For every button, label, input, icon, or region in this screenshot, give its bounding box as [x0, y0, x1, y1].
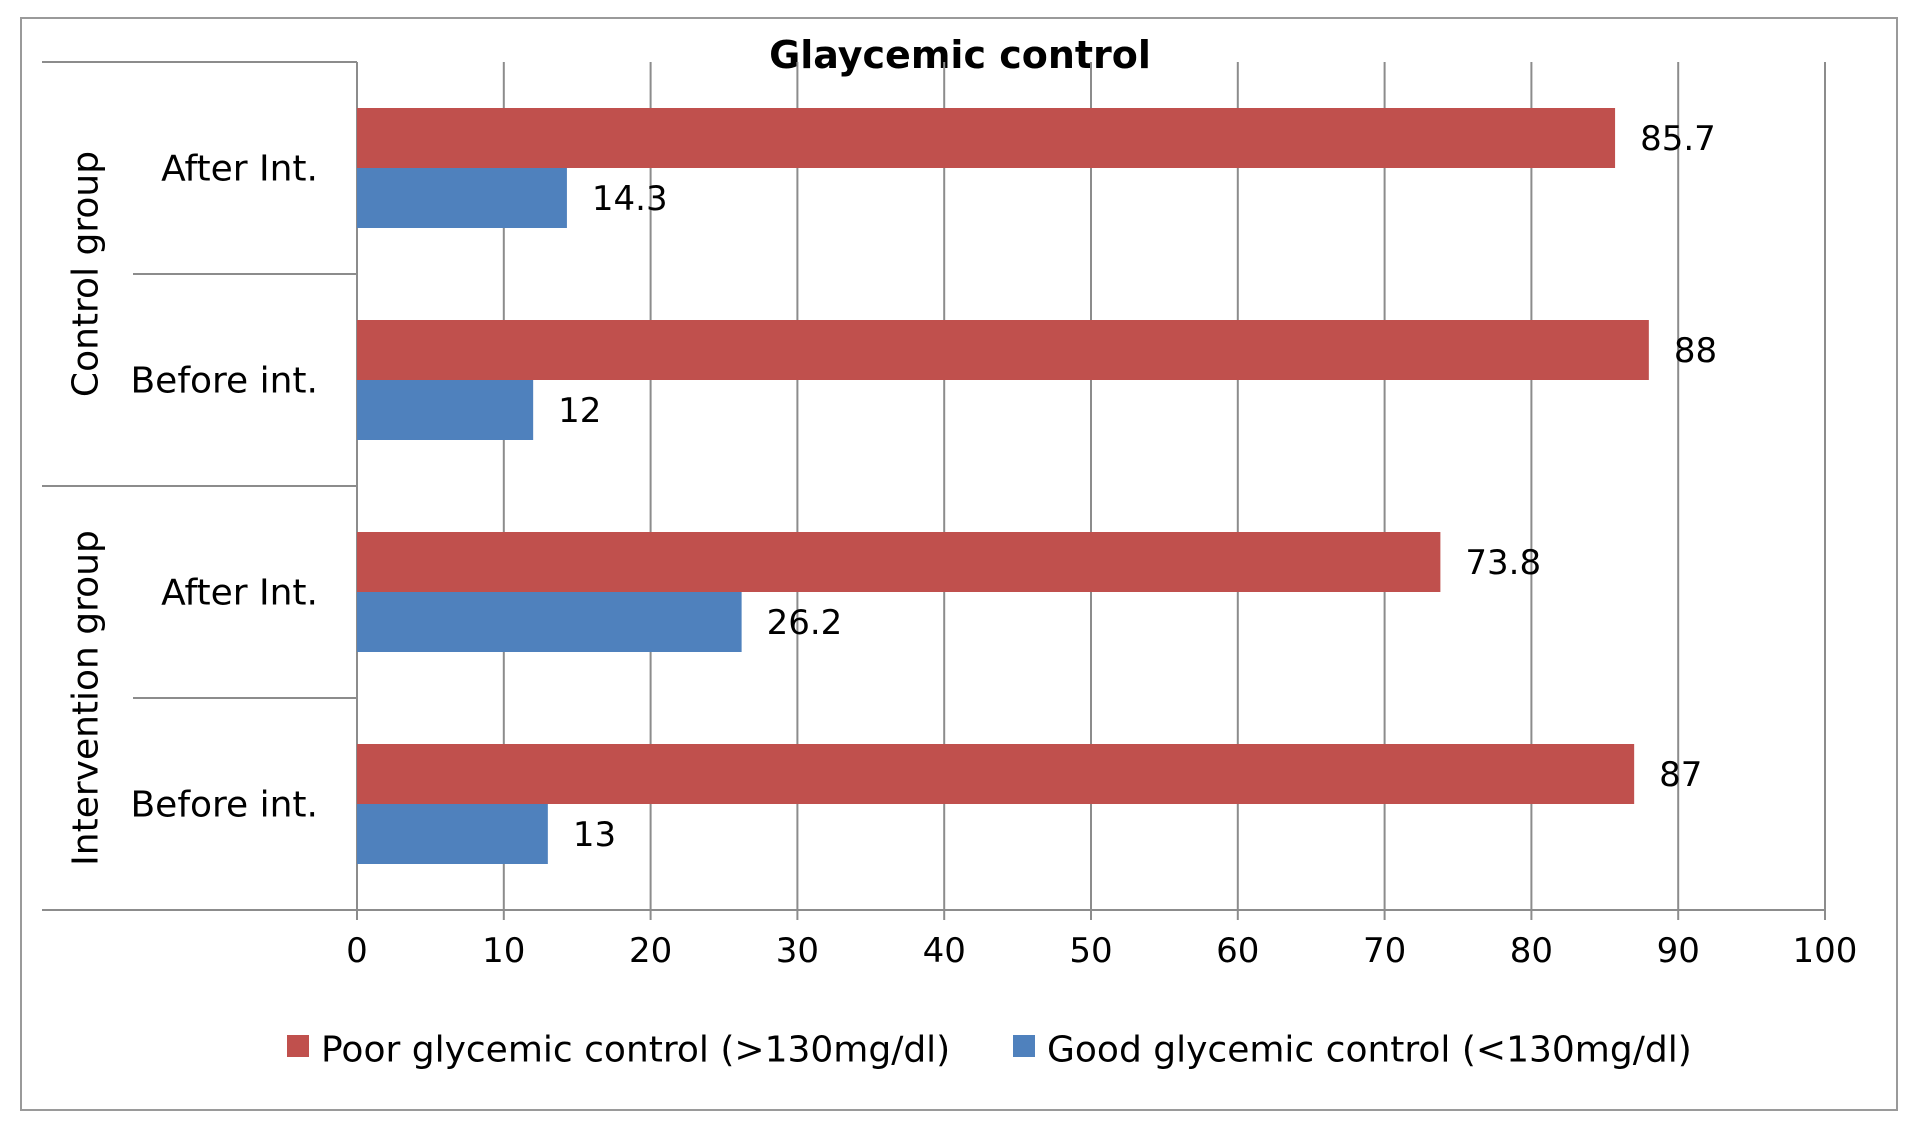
category-label: After Int. [161, 149, 318, 190]
poor-control-value-label: 73.8 [1465, 543, 1541, 583]
x-tick-label-10: 10 [482, 931, 525, 971]
x-tick-label-20: 20 [629, 931, 672, 971]
group-label-intervention-group: Intervention group [66, 530, 107, 866]
poor-control-bar [357, 744, 1635, 804]
x-tick-label-70: 70 [1363, 931, 1406, 971]
good-control-bar [357, 168, 567, 228]
good-control-value-label: 12 [558, 391, 601, 431]
x-tick-label-60: 60 [1216, 931, 1259, 971]
legend-swatch-good [1013, 1035, 1035, 1057]
good-control-bar [357, 804, 548, 864]
poor-control-value-label: 87 [1659, 755, 1702, 795]
poor-control-value-label: 88 [1674, 331, 1717, 371]
good-control-value-label: 14.3 [592, 179, 668, 219]
category-label: After Int. [161, 573, 318, 614]
poor-control-bar [357, 320, 1649, 380]
x-tick-label-50: 50 [1069, 931, 1112, 971]
poor-control-value-label: 85.7 [1640, 119, 1716, 159]
x-tick-label-30: 30 [776, 931, 819, 971]
chart-title: Glaycemic control [769, 33, 1151, 77]
good-control-bar [357, 592, 742, 652]
x-tick-label-40: 40 [923, 931, 966, 971]
poor-control-bar [357, 532, 1441, 592]
legend-label-good: Good glycemic control (<130mg/dl) [1047, 1030, 1692, 1071]
x-tick-label-90: 90 [1657, 931, 1700, 971]
legend-swatch-poor [287, 1035, 309, 1057]
x-tick-label-80: 80 [1510, 931, 1553, 971]
poor-control-bar [357, 108, 1616, 168]
good-control-bar [357, 380, 534, 440]
group-label-control-group: Control group [66, 151, 107, 397]
category-label: Before int. [130, 361, 318, 402]
legend-label-poor: Poor glycemic control (>130mg/dl) [321, 1030, 950, 1071]
category-label: Before int. [130, 785, 318, 826]
x-tick-label-100: 100 [1793, 931, 1858, 971]
x-tick-label-0: 0 [346, 931, 368, 971]
good-control-value-label: 13 [573, 815, 616, 855]
good-control-value-label: 26.2 [767, 603, 843, 643]
